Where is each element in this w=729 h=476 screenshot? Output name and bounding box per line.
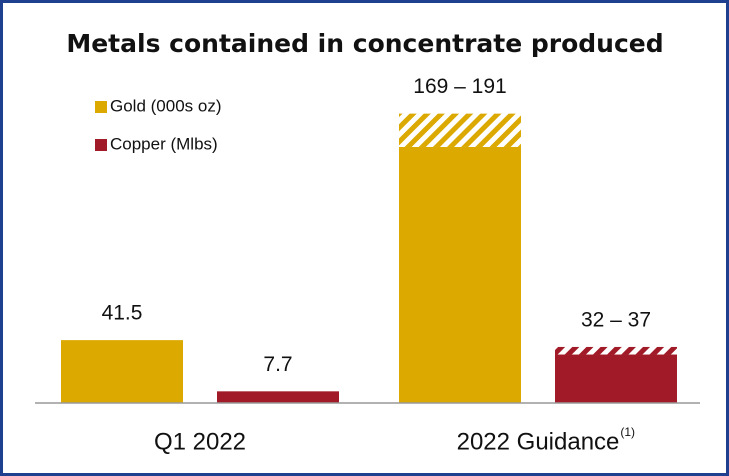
value-label: 32 – 37 [581,308,651,331]
legend-swatch [95,139,107,151]
chart-title: Metals contained in concentrate produced [66,29,663,58]
value-label: 41.5 [102,302,143,325]
bar [61,340,183,403]
legend-label: Gold (000s oz) [110,96,222,115]
legend-swatch [95,101,107,113]
x-tick-label: Q1 2022 [154,428,246,455]
x-tick-label: 2022 Guidance [457,428,620,455]
legend-label: Copper (Mlbs) [110,134,218,153]
range-bar [399,113,521,147]
bar [217,391,339,403]
value-label: 7.7 [263,353,292,376]
footnote-marker: (1) [620,425,635,439]
bar [555,354,677,403]
value-label: 169 – 191 [413,75,506,98]
range-bar [555,346,677,355]
bar [399,146,521,403]
